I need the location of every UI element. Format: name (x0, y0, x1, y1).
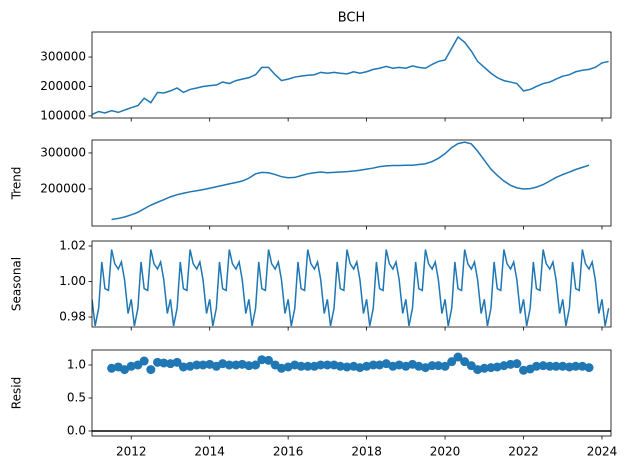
resid-point (355, 363, 365, 373)
y-tick-label: 200000 (40, 79, 86, 93)
resid-point (303, 361, 313, 371)
resid-point (394, 360, 404, 370)
data-line (92, 35, 609, 116)
resid-point (264, 355, 274, 365)
x-tick-label: 2022 (508, 445, 539, 459)
resid-point (440, 361, 450, 371)
resid-point (571, 361, 581, 371)
resid-point (531, 361, 541, 371)
axes-frame (91, 349, 612, 437)
resid-point (492, 362, 502, 372)
resid-point (224, 360, 234, 370)
resid-point (165, 359, 175, 369)
resid-point (414, 361, 424, 371)
resid-point (453, 352, 463, 362)
resid-point (276, 363, 286, 373)
resid-point (427, 361, 437, 371)
axes-frame (91, 31, 612, 119)
resid-point (375, 360, 385, 370)
resid-point (159, 358, 169, 368)
axes-frame (91, 240, 612, 328)
y-tick-label: 1.02 (59, 238, 86, 252)
resid-point (335, 361, 345, 371)
x-tick-label: 2012 (116, 445, 147, 459)
y-tick-label: 300000 (40, 145, 86, 159)
resid-point (433, 361, 443, 371)
resid-point (368, 360, 378, 370)
resid-point (296, 361, 306, 371)
x-tick-label: 2014 (194, 445, 225, 459)
resid-point (460, 357, 470, 367)
resid-point (558, 361, 568, 371)
y-tick-label: 300000 (40, 50, 86, 64)
resid-point (146, 365, 156, 375)
resid-point (192, 360, 202, 370)
resid-point (447, 357, 457, 367)
resid-point (519, 365, 529, 375)
chart-title: BCH (338, 11, 366, 26)
resid-point (499, 361, 509, 371)
resid-point (218, 359, 228, 369)
resid-point (126, 361, 136, 371)
resid-point (512, 359, 522, 369)
y-axis-label: Trend (10, 167, 24, 201)
resid-point (322, 360, 332, 370)
resid-point (185, 361, 195, 371)
resid-point (178, 362, 188, 372)
resid-point (545, 361, 555, 371)
resid-point (342, 362, 352, 372)
resid-point (172, 357, 182, 367)
resid-point (237, 359, 247, 369)
resid-point (577, 361, 587, 371)
x-tick-label: 2020 (430, 445, 461, 459)
axes-frame (91, 139, 612, 227)
resid-point (551, 361, 561, 371)
resid-point (198, 360, 208, 370)
resid-point (473, 365, 483, 375)
y-axis-label: Resid (10, 377, 24, 409)
x-tick-label: 2018 (351, 445, 382, 459)
resid-point (257, 355, 267, 365)
y-tick-label: 0.98 (59, 310, 86, 324)
resid-point (316, 360, 326, 370)
y-tick-label: 0.0 (67, 423, 86, 437)
y-tick-label: 1.00 (59, 274, 86, 288)
y-tick-label: 100000 (40, 108, 86, 122)
resid-point (251, 360, 261, 370)
x-tick-label: 2016 (273, 445, 304, 459)
x-tick-label: 2024 (587, 445, 618, 459)
y-tick-label: 1.0 (67, 357, 86, 371)
resid-point (479, 363, 489, 373)
y-tick-label: 200000 (40, 181, 86, 195)
resid-point (120, 365, 130, 375)
y-tick-label: 0.5 (67, 390, 86, 404)
resid-point (244, 361, 254, 371)
resid-point (107, 363, 117, 373)
data-line (111, 141, 590, 221)
resid-point (362, 361, 372, 371)
data-line (92, 249, 610, 327)
resid-point (139, 356, 149, 366)
resid-point (584, 363, 594, 373)
resid-point (538, 361, 548, 371)
y-axis-label: Seasonal (10, 257, 24, 311)
